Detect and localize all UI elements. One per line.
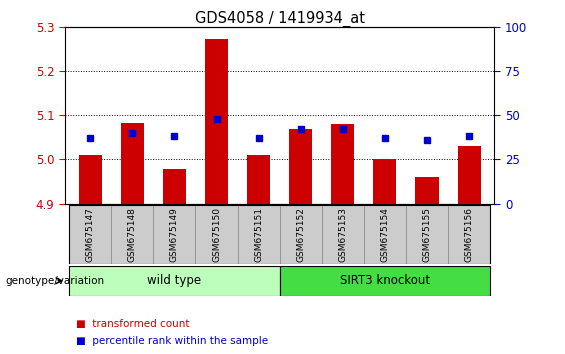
Bar — [153, 205, 195, 264]
Text: GSM675153: GSM675153 — [338, 207, 347, 262]
Bar — [289, 129, 312, 204]
Text: genotype/variation: genotype/variation — [6, 276, 105, 286]
Bar — [448, 205, 490, 264]
Bar — [280, 205, 322, 264]
Text: GSM675147: GSM675147 — [86, 207, 95, 262]
Bar — [331, 124, 354, 204]
Bar — [415, 177, 438, 204]
Bar — [322, 205, 364, 264]
Bar — [69, 266, 280, 296]
Text: ■  transformed count: ■ transformed count — [76, 319, 190, 329]
Text: GSM675152: GSM675152 — [296, 207, 305, 262]
Text: ■  percentile rank within the sample: ■ percentile rank within the sample — [76, 336, 268, 346]
Bar — [163, 169, 186, 204]
Text: GSM675149: GSM675149 — [170, 207, 179, 262]
Bar — [247, 155, 270, 204]
Text: GSM675156: GSM675156 — [464, 207, 473, 262]
Text: GSM675155: GSM675155 — [423, 207, 432, 262]
Bar — [364, 205, 406, 264]
Bar — [280, 266, 490, 296]
Text: SIRT3 knockout: SIRT3 knockout — [340, 274, 430, 287]
Title: GDS4058 / 1419934_at: GDS4058 / 1419934_at — [195, 10, 364, 27]
Bar — [237, 205, 280, 264]
Text: GSM675154: GSM675154 — [380, 207, 389, 262]
Text: GSM675148: GSM675148 — [128, 207, 137, 262]
Bar — [79, 155, 102, 204]
Text: GSM675150: GSM675150 — [212, 207, 221, 262]
Text: GSM675151: GSM675151 — [254, 207, 263, 262]
Bar — [111, 205, 153, 264]
Bar — [458, 146, 481, 204]
Bar — [373, 159, 397, 204]
Text: wild type: wild type — [147, 274, 202, 287]
Bar — [195, 205, 237, 264]
Bar — [69, 205, 111, 264]
Bar — [406, 205, 448, 264]
Bar — [205, 39, 228, 204]
Bar — [121, 123, 144, 204]
